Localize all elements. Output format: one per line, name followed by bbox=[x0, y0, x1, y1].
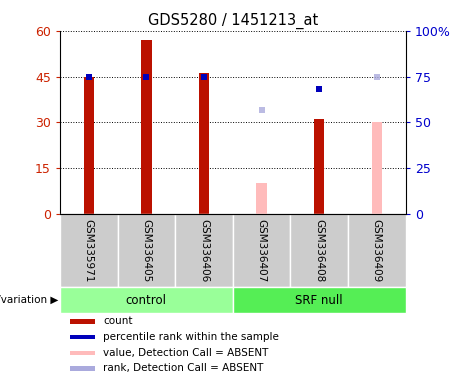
Bar bbox=[60, 214, 118, 287]
Text: GSM336407: GSM336407 bbox=[257, 219, 266, 282]
Bar bbox=[233, 214, 290, 287]
Bar bbox=[118, 214, 175, 287]
Title: GDS5280 / 1451213_at: GDS5280 / 1451213_at bbox=[148, 13, 318, 29]
Text: control: control bbox=[126, 294, 167, 307]
Bar bbox=[175, 214, 233, 287]
Bar bbox=[314, 119, 325, 214]
Text: percentile rank within the sample: percentile rank within the sample bbox=[103, 332, 279, 342]
Text: rank, Detection Call = ABSENT: rank, Detection Call = ABSENT bbox=[103, 364, 264, 374]
Bar bbox=[372, 122, 382, 214]
Bar bbox=[199, 73, 209, 214]
Text: count: count bbox=[103, 316, 133, 326]
Bar bbox=[70, 351, 95, 355]
Text: SRF null: SRF null bbox=[296, 294, 343, 307]
Bar bbox=[290, 214, 348, 287]
Bar bbox=[83, 76, 94, 214]
Text: GSM336406: GSM336406 bbox=[199, 219, 209, 282]
Bar bbox=[233, 287, 406, 313]
Text: value, Detection Call = ABSENT: value, Detection Call = ABSENT bbox=[103, 348, 268, 358]
Text: GSM336405: GSM336405 bbox=[142, 219, 151, 282]
Bar bbox=[348, 214, 406, 287]
Text: GSM336408: GSM336408 bbox=[314, 219, 324, 282]
Text: GSM336409: GSM336409 bbox=[372, 219, 382, 282]
Bar bbox=[141, 40, 152, 214]
Bar bbox=[70, 366, 95, 371]
Bar bbox=[60, 287, 233, 313]
Text: genotype/variation ▶: genotype/variation ▶ bbox=[0, 295, 59, 305]
Bar bbox=[70, 335, 95, 339]
Bar bbox=[256, 184, 267, 214]
Bar bbox=[70, 319, 95, 324]
Text: GSM335971: GSM335971 bbox=[84, 219, 94, 282]
